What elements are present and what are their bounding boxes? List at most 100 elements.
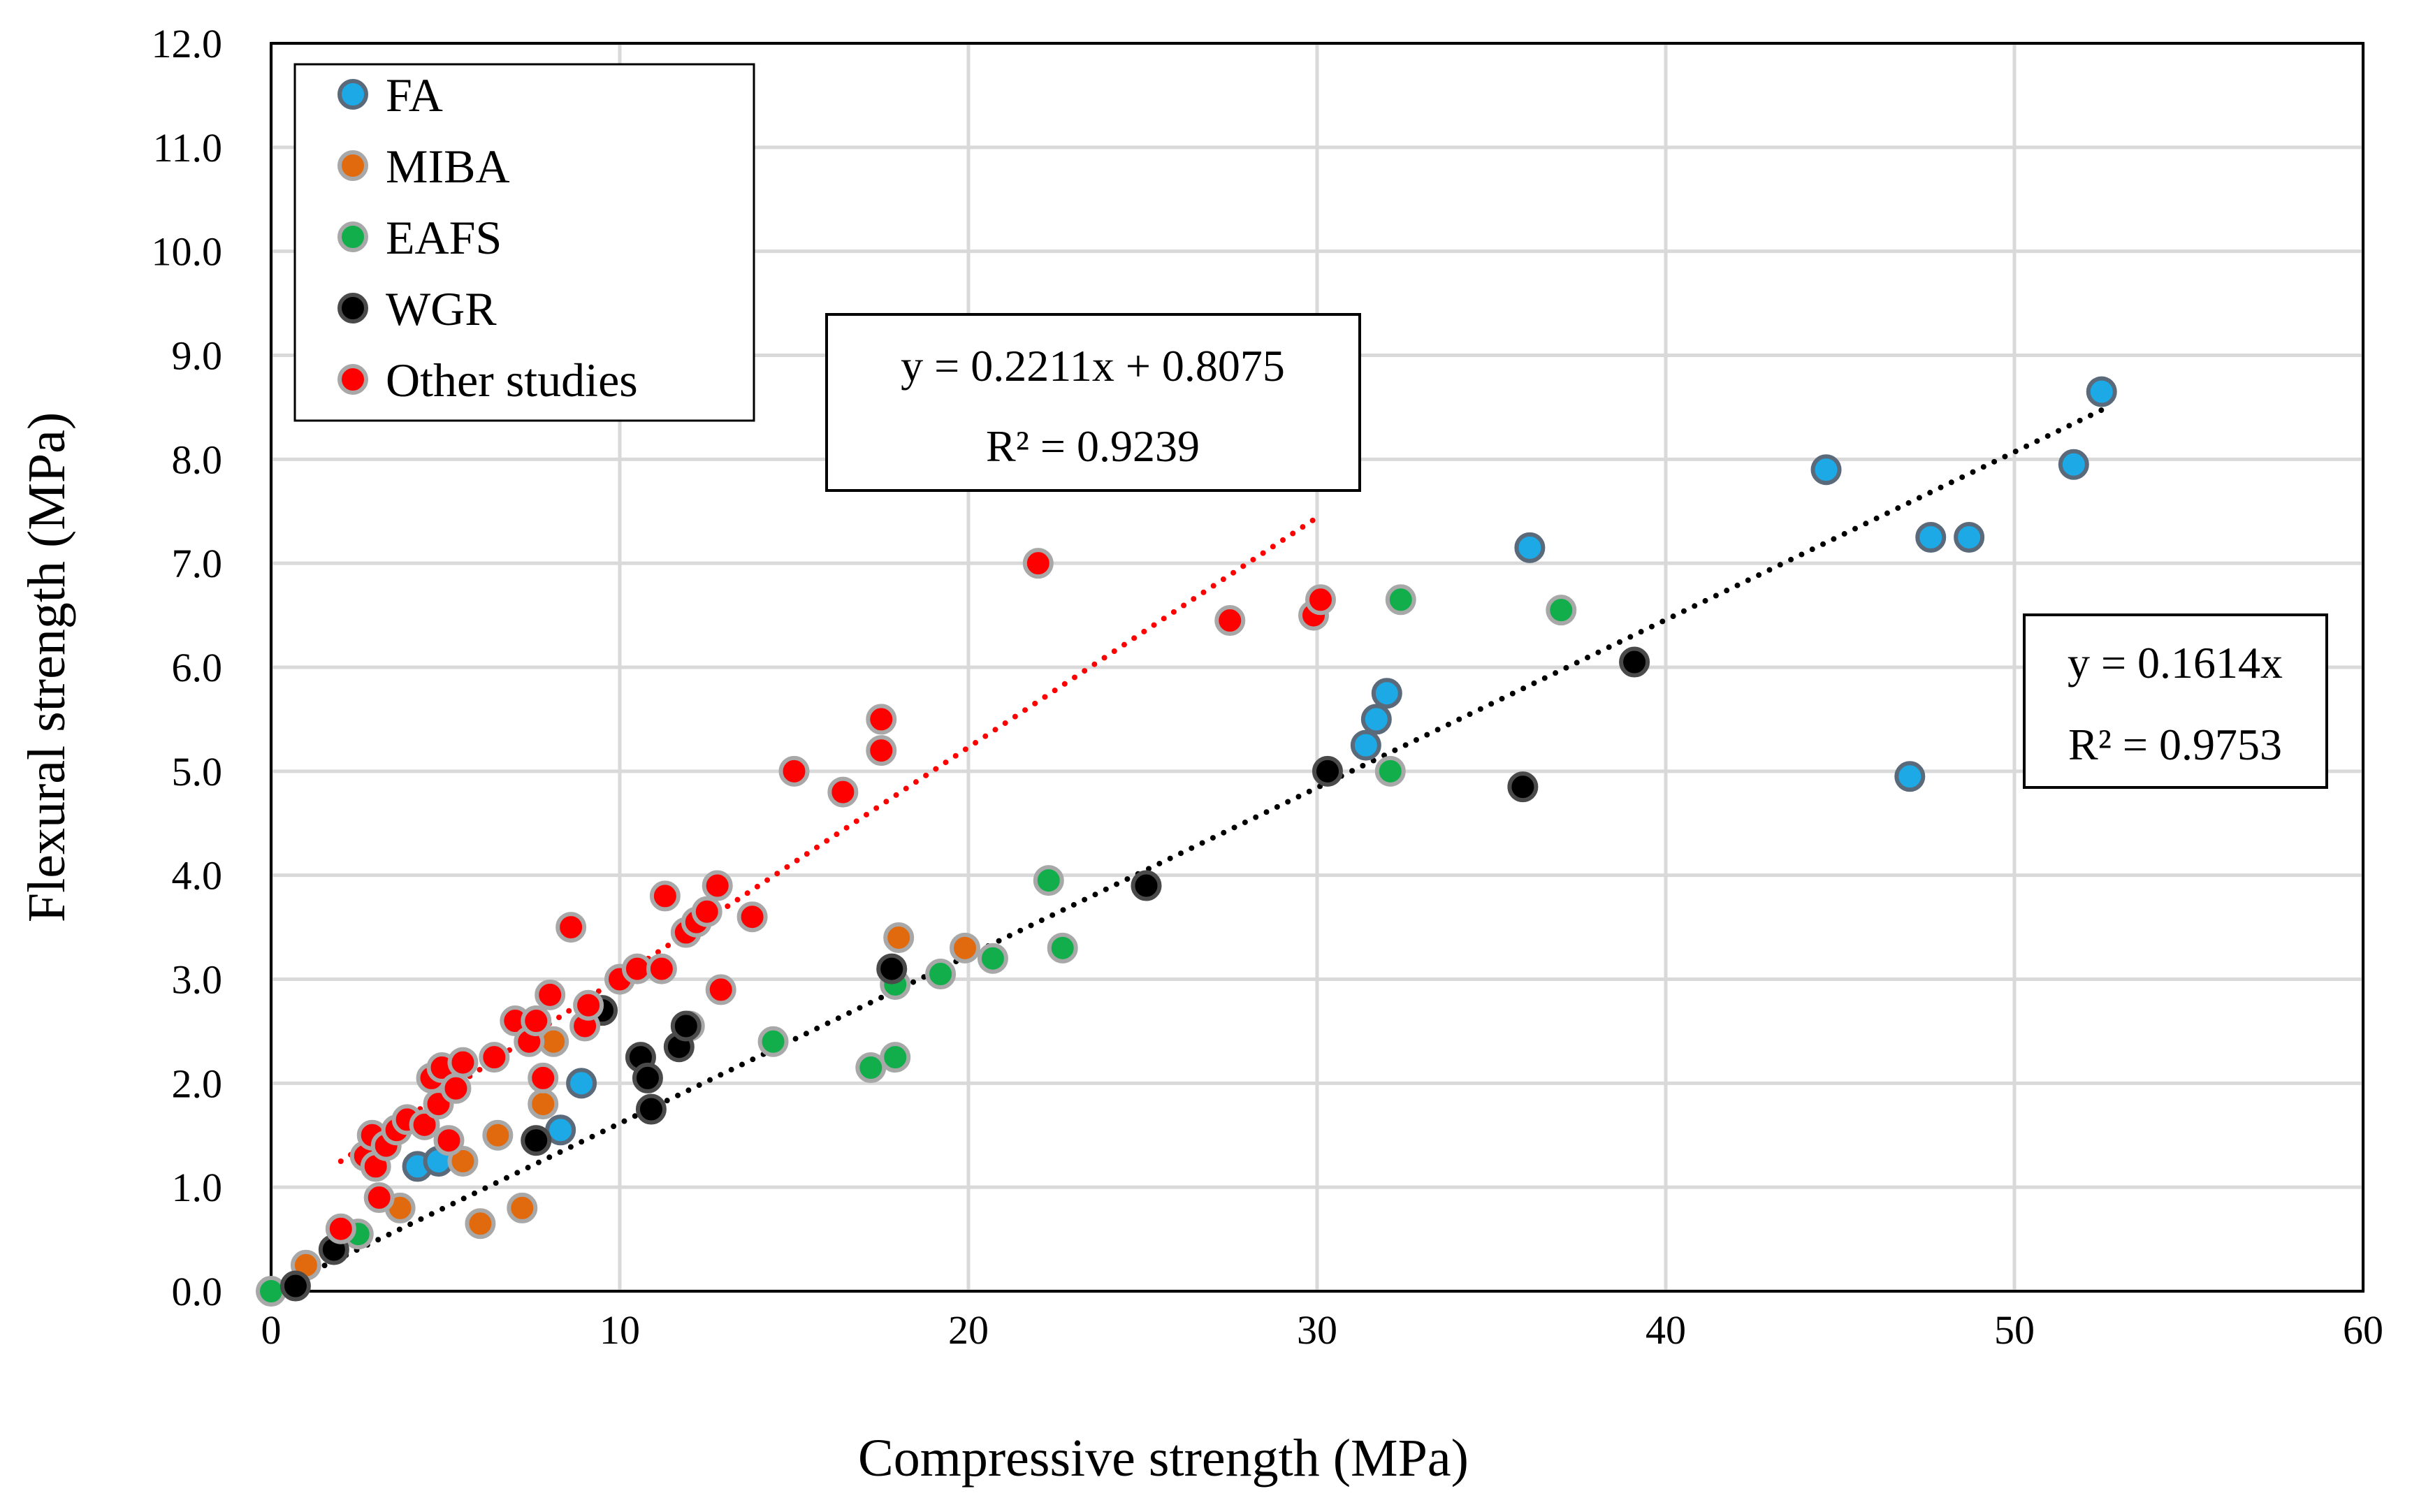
point-eafs: [1374, 755, 1406, 787]
legend-marker-miba: [337, 150, 368, 181]
point-miba: [482, 1119, 514, 1151]
x-tick-label: 40: [1645, 1307, 1686, 1353]
legend-box: [293, 63, 755, 422]
point-other-studies: [521, 1005, 552, 1037]
point-eafs: [1033, 865, 1064, 896]
legend-label-miba: MIBA: [386, 140, 510, 193]
y-tick-label: 5.0: [172, 749, 223, 794]
r-squared-other-studies: R² = 0.9239: [986, 421, 1200, 471]
point-eafs: [880, 1042, 911, 1073]
point-wgr: [1131, 870, 1162, 901]
point-other-studies: [866, 704, 897, 735]
x-tick-label: 60: [2343, 1307, 2383, 1353]
point-fa: [1894, 761, 1926, 792]
point-other-studies: [479, 1042, 510, 1073]
y-tick-label: 11.0: [153, 125, 222, 170]
point-miba: [883, 922, 915, 953]
point-wgr: [670, 1010, 702, 1042]
legend-label-wgr: WGR: [386, 282, 497, 335]
point-fa: [1954, 521, 1985, 553]
point-eafs: [1047, 932, 1078, 964]
point-other-studies: [691, 896, 722, 927]
point-fa: [2086, 376, 2117, 407]
point-other-studies: [325, 1213, 356, 1244]
x-tick-label: 50: [1994, 1307, 2035, 1353]
point-wgr: [521, 1125, 552, 1156]
point-fa: [1371, 678, 1402, 709]
trendlines: [268, 407, 2105, 1294]
point-wgr: [279, 1270, 311, 1302]
y-tick-label: 12.0: [152, 21, 223, 66]
point-other-studies: [440, 1073, 472, 1104]
point-other-studies: [363, 1182, 395, 1214]
point-eafs: [925, 959, 957, 990]
point-other-studies: [1022, 548, 1054, 579]
y-tick-label: 6.0: [172, 645, 223, 690]
point-wgr: [1619, 646, 1650, 678]
point-eafs: [1385, 584, 1416, 616]
legend-marker-wgr: [337, 293, 368, 324]
point-other-studies: [409, 1109, 440, 1140]
x-tick-label: 30: [1297, 1307, 1337, 1353]
equation-box-other-studies: y = 0.2211x + 0.8075 R² = 0.9239: [825, 313, 1361, 492]
point-fa: [566, 1068, 597, 1099]
point-other-studies: [1214, 605, 1246, 637]
y-tick-label: 10.0: [152, 229, 223, 275]
point-fa: [1810, 454, 1842, 486]
point-other-studies: [827, 776, 859, 808]
y-tick-label: 7.0: [172, 541, 223, 586]
point-fa: [1360, 704, 1392, 735]
legend-marker-fa: [337, 79, 368, 110]
x-axis-title: Compressive strength (MPa): [858, 1429, 1469, 1488]
point-miba: [447, 1145, 479, 1177]
legend-label-other-studies: Other studies: [386, 354, 638, 407]
point-other-studies: [866, 735, 897, 766]
y-tick-label: 9.0: [172, 333, 223, 379]
point-other-studies: [1305, 584, 1336, 616]
legend-entries: FA MIBA EAFS WGR Other studies: [337, 68, 638, 407]
point-other-studies: [573, 989, 604, 1021]
point-other-studies: [555, 912, 587, 943]
point-miba: [950, 932, 981, 964]
equation-main: y = 0.1614x: [2068, 638, 2283, 688]
point-other-studies: [433, 1125, 465, 1156]
x-tick-label: 10: [600, 1307, 640, 1353]
point-other-studies: [736, 901, 768, 933]
y-axis-title: Flexural strength (MPa): [17, 412, 76, 922]
tick-labels: 0 10 20 30 40 50 60 0.0 1.0 2.0 3.0 4.0 5.0 6.0 7.0 8.0…: [152, 21, 2384, 1353]
point-fa: [2058, 449, 2089, 480]
point-fa: [1514, 532, 1546, 563]
point-wgr: [632, 1062, 663, 1093]
point-other-studies: [702, 870, 733, 901]
point-miba: [507, 1192, 538, 1223]
y-tick-label: 3.0: [172, 957, 223, 1003]
legend-marker-eafs: [337, 221, 368, 252]
x-tick-label: 0: [261, 1307, 282, 1353]
data-points: [256, 376, 2117, 1307]
equation-frame-other-studies: [825, 313, 1361, 492]
point-wgr: [635, 1093, 667, 1125]
y-tick-label: 2.0: [172, 1061, 223, 1106]
point-other-studies: [778, 755, 810, 787]
y-tick-label: 0.0: [172, 1269, 223, 1314]
point-fa: [1350, 729, 1381, 761]
point-other-studies: [535, 979, 566, 1010]
y-tick-label: 1.0: [172, 1165, 223, 1210]
equation-frame-main: [2023, 613, 2328, 789]
legend-marker-other-studies: [337, 364, 368, 395]
point-wgr: [876, 953, 908, 984]
point-wgr: [1312, 755, 1343, 787]
point-eafs: [977, 943, 1008, 974]
point-other-studies: [646, 953, 677, 984]
plot-frame: [270, 42, 2364, 1293]
legend-label-fa: FA: [386, 68, 443, 122]
point-other-studies: [447, 1047, 479, 1078]
legend: FA MIBA EAFS WGR Other studies: [293, 63, 755, 422]
equation-other-studies: y = 0.2211x + 0.8075: [901, 341, 1285, 391]
point-other-studies: [705, 974, 736, 1005]
point-eafs: [256, 1276, 286, 1307]
point-other-studies: [649, 880, 681, 912]
point-miba: [528, 1089, 559, 1120]
point-other-studies: [528, 1062, 559, 1093]
